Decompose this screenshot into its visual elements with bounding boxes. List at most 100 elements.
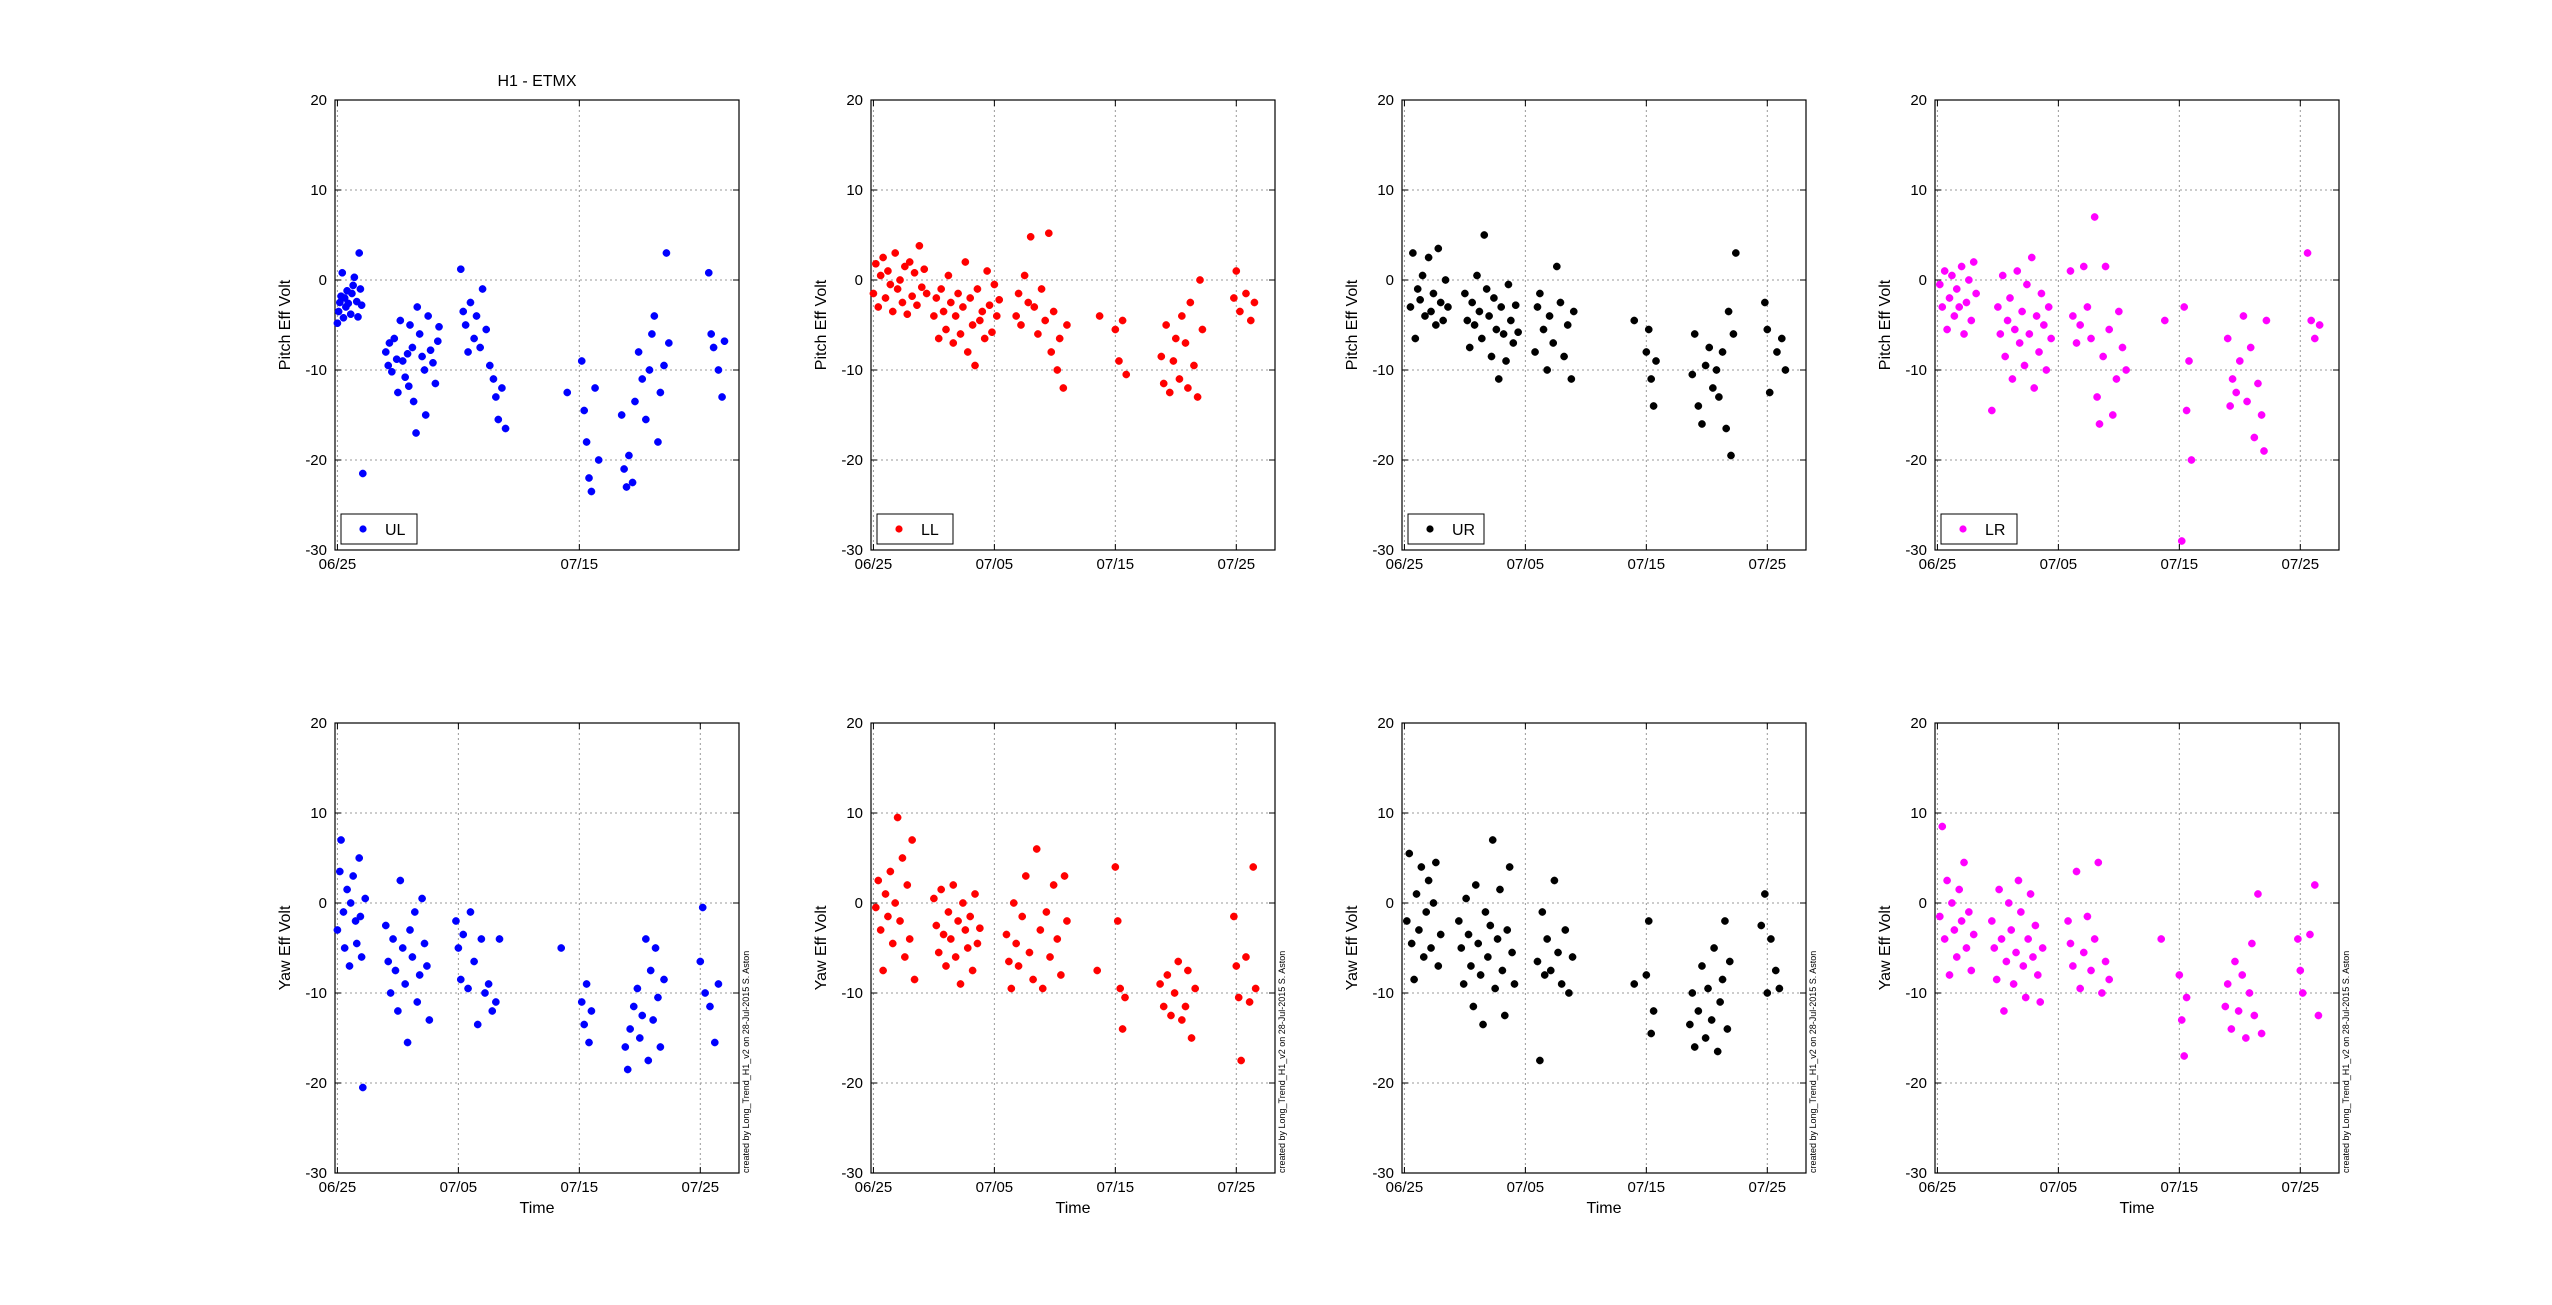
data-point (435, 322, 443, 331)
axes-box (334, 99, 740, 551)
data-point (1763, 325, 1772, 334)
legend-label: UR (1452, 522, 1475, 539)
data-point (1952, 953, 1961, 961)
data-point (1053, 935, 1062, 943)
data-point (664, 339, 673, 347)
data-point (495, 935, 504, 943)
data-point (2262, 316, 2271, 325)
y-tick-label: -10 (841, 985, 863, 1002)
data-point (391, 966, 400, 975)
data-point (1042, 908, 1051, 916)
data-point (714, 980, 723, 988)
legend-label: UL (385, 522, 406, 539)
data-point (946, 298, 955, 307)
data-point (2047, 334, 2055, 343)
data-point (720, 337, 729, 346)
y-tick-label: -20 (1372, 452, 1394, 469)
x-tick-label: 07/25 (682, 1179, 720, 1196)
data-point (433, 337, 442, 346)
x-tick-label: 06/25 (319, 556, 357, 573)
data-point (1237, 1056, 1245, 1065)
data-point (898, 298, 907, 307)
data-point (1550, 876, 1559, 885)
data-point (1236, 307, 1244, 316)
data-point (2243, 397, 2251, 406)
data-point (1761, 890, 1769, 898)
data-point (1775, 984, 1784, 993)
data-point (2122, 366, 2130, 374)
data-point (988, 328, 996, 337)
data-point (1111, 863, 1120, 871)
data-point (1415, 926, 1423, 934)
data-point (1175, 375, 1184, 383)
data-point (1429, 899, 1438, 907)
data-point (629, 1002, 638, 1011)
data-point (2223, 334, 2232, 343)
y-tick-label: 0 (855, 895, 863, 912)
data-point (951, 312, 960, 320)
data-point (2031, 921, 2040, 930)
data-point (638, 375, 647, 383)
data-point (1118, 316, 1127, 325)
data-point (1992, 975, 2001, 984)
data-point (2020, 361, 2029, 370)
data-point (1538, 908, 1547, 916)
y-tick-label: -30 (1372, 542, 1394, 559)
data-point (2298, 989, 2307, 997)
y-axis-label: Yaw Eff Volt (813, 905, 830, 990)
data-point (1503, 926, 1512, 934)
y-tick-label: -30 (305, 1165, 327, 1182)
data-point (1159, 1002, 1168, 1011)
data-point (1487, 352, 1496, 361)
data-point (1757, 921, 1766, 930)
data-point (1491, 984, 1499, 993)
data-point (1093, 966, 1102, 975)
x-tick-label: 07/15 (561, 556, 599, 573)
data-point (1046, 953, 1054, 961)
y-tick-label: 20 (846, 715, 863, 732)
data-point (896, 917, 904, 925)
x-tick-label: 07/15 (1097, 1179, 1135, 1196)
data-point (1701, 1034, 1710, 1042)
data-point (704, 268, 713, 277)
data-point (346, 310, 355, 319)
data-point (696, 957, 705, 966)
y-tick-label: 20 (1377, 92, 1394, 109)
data-point (879, 253, 887, 262)
x-tick-label: 06/25 (319, 1179, 357, 1196)
data-point (1116, 984, 1125, 993)
data-point (1510, 980, 1519, 988)
data-point (346, 899, 355, 907)
data-point (2250, 433, 2259, 442)
data-point (2182, 993, 2191, 1002)
x-axis-label: Time (520, 1200, 555, 1217)
data-point (2014, 876, 2023, 885)
data-point (1496, 885, 1504, 894)
data-point (2180, 1052, 2189, 1060)
credit-text: created by Long_Trend_H1_v2 on 28-Jul-20… (741, 951, 751, 1173)
x-tick-label: 07/05 (976, 556, 1014, 573)
data-point (1543, 366, 1551, 374)
data-point (2087, 334, 2095, 343)
data-point (464, 348, 472, 356)
data-point (903, 310, 912, 319)
data-point (1034, 330, 1042, 338)
data-point (1721, 917, 1729, 925)
data-point (1539, 325, 1548, 334)
data-point (2006, 294, 2014, 302)
x-tick-label: 07/25 (1749, 1179, 1787, 1196)
data-point (390, 334, 399, 343)
data-point (2083, 303, 2092, 311)
data-point (650, 312, 659, 320)
data-point (1113, 917, 1122, 925)
data-point (1029, 975, 1037, 984)
data-point (1416, 295, 1424, 304)
data-point (333, 926, 342, 934)
data-point (594, 456, 603, 464)
data-point (983, 267, 991, 275)
data-point (1761, 298, 1769, 307)
data-point (585, 474, 593, 482)
data-point (1462, 894, 1470, 903)
data-point (349, 281, 357, 290)
data-point (901, 953, 909, 961)
